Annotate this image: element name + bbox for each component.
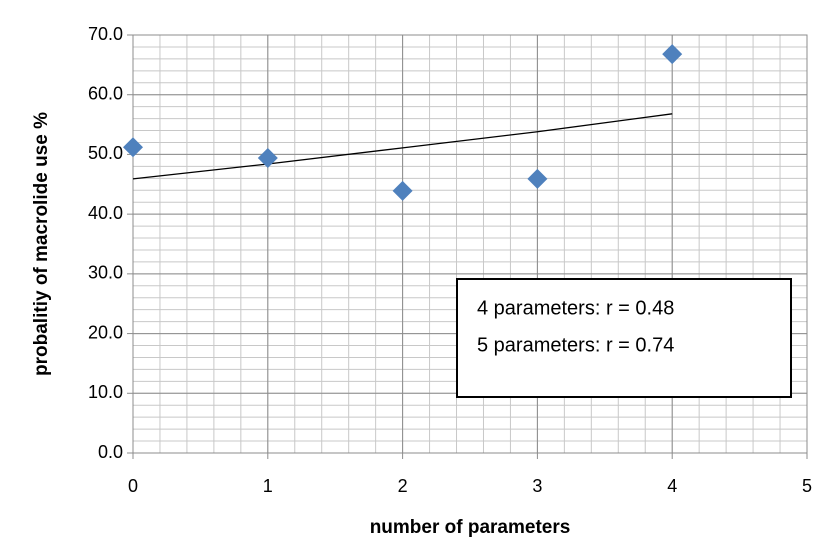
x-tick-label: 5: [802, 476, 812, 496]
y-tick-label: 40.0: [88, 203, 123, 223]
y-tick-label: 0.0: [98, 442, 123, 462]
x-tick-label: 3: [532, 476, 542, 496]
x-axis-title: number of parameters: [370, 517, 571, 538]
x-tick-label: 0: [128, 476, 138, 496]
marks: [123, 44, 683, 201]
y-tick-label: 60.0: [88, 83, 123, 103]
x-tick-label: 1: [263, 476, 273, 496]
annotation: 5 parameters: r = 0.74: [477, 334, 674, 356]
annotation-box: [456, 278, 792, 398]
y-tick-label: 30.0: [88, 263, 123, 283]
x-tick-label: 4: [667, 476, 677, 496]
point: [392, 180, 413, 201]
point: [123, 137, 143, 158]
trendline: [132, 113, 673, 180]
point: [662, 44, 683, 65]
point: [527, 168, 548, 189]
annotation: 4 parameters: r = 0.48: [477, 297, 674, 319]
plot-border: [132, 34, 808, 454]
y-tick-label: 70.0: [88, 24, 123, 44]
y-axis-title: probalitiy of macrolide use %: [31, 112, 52, 376]
x-tick-label: 2: [398, 476, 408, 496]
y-tick-label: 10.0: [88, 382, 123, 402]
y-tick-label: 50.0: [88, 143, 123, 163]
y-tick-label: 20.0: [88, 322, 123, 342]
point: [257, 148, 278, 169]
